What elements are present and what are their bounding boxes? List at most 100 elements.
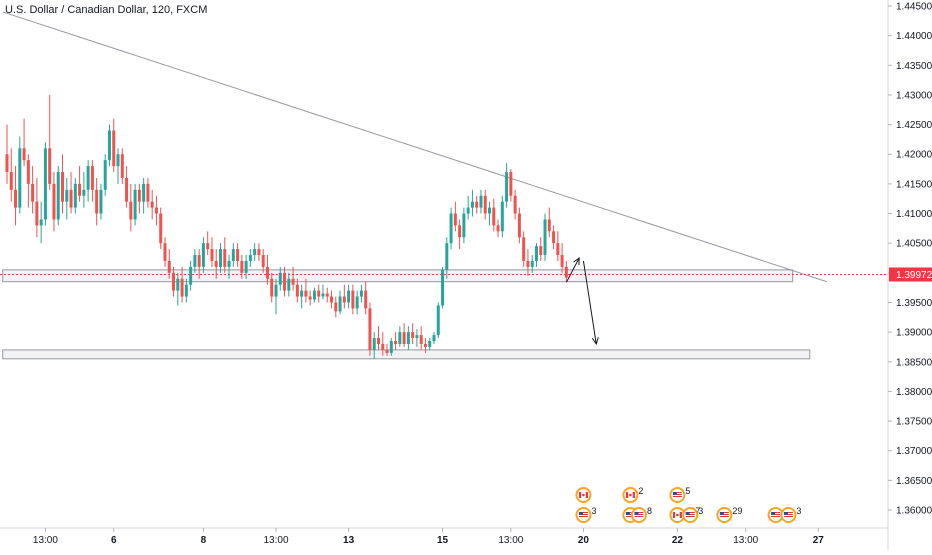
y-tick-label: 1.40500 xyxy=(896,239,932,250)
candle-body xyxy=(462,213,466,238)
candle-body xyxy=(261,255,265,267)
candle xyxy=(43,142,47,226)
usa-flag-stripe xyxy=(578,512,588,513)
candle-body xyxy=(351,290,355,309)
x-tick-label: 22 xyxy=(672,535,684,546)
candle-body xyxy=(564,266,568,278)
candle xyxy=(142,177,146,214)
candle xyxy=(231,243,235,267)
candle xyxy=(564,260,568,282)
candle xyxy=(65,177,69,220)
candle xyxy=(445,237,449,279)
candle xyxy=(381,332,385,356)
candle-body xyxy=(274,284,278,297)
candle xyxy=(180,266,184,303)
candle-body xyxy=(432,335,436,342)
usa-flag-stripe xyxy=(625,514,635,515)
x-tick-label: 15 xyxy=(437,535,449,546)
usa-flag-canton xyxy=(783,512,788,515)
candle-body xyxy=(99,189,103,214)
candle xyxy=(248,249,252,267)
y-tick-label: 1.42500 xyxy=(896,120,932,131)
candle xyxy=(330,290,334,309)
candle-body xyxy=(359,290,363,297)
candle xyxy=(539,237,543,261)
candle xyxy=(441,266,445,309)
candle-body xyxy=(120,154,124,178)
candle-body xyxy=(31,183,35,202)
candle xyxy=(449,207,453,250)
candle xyxy=(351,284,355,315)
candle xyxy=(338,290,342,315)
candle xyxy=(270,272,274,303)
candle xyxy=(534,243,538,267)
candle-body xyxy=(513,195,517,214)
last-price-label: 1.39972 xyxy=(896,270,932,281)
event-marker: 29 xyxy=(716,506,742,523)
candle xyxy=(334,296,338,318)
candle xyxy=(283,266,287,297)
candle-body xyxy=(223,249,227,267)
candle xyxy=(470,189,474,217)
usa-flag-canton xyxy=(672,492,677,495)
candle-body xyxy=(265,266,269,279)
candle xyxy=(398,326,402,347)
candle xyxy=(9,148,13,202)
candle xyxy=(317,284,321,303)
candle-body xyxy=(283,272,287,291)
canada-flag-right xyxy=(585,492,588,498)
trendline-layer xyxy=(0,11,888,283)
candle xyxy=(112,118,116,173)
candle xyxy=(86,160,90,202)
candle-body xyxy=(184,284,188,297)
y-tick-label: 1.39000 xyxy=(896,328,932,339)
candle-body xyxy=(159,213,163,244)
candle xyxy=(496,219,500,238)
event-count: 3 xyxy=(698,506,703,516)
candle-body xyxy=(308,296,312,300)
candle xyxy=(385,343,389,356)
canada-flag-leaf xyxy=(582,493,585,497)
candle xyxy=(291,266,295,291)
candle-body xyxy=(18,148,22,208)
candle-body xyxy=(73,183,77,208)
y-tick-label: 1.37000 xyxy=(896,446,932,457)
candle-body xyxy=(146,183,150,202)
candle xyxy=(236,243,240,267)
usa-flag-stripe xyxy=(719,516,729,517)
candle-body xyxy=(406,332,410,344)
candle xyxy=(257,243,261,261)
candle-body xyxy=(304,290,308,297)
canada-flag-right xyxy=(632,492,635,498)
candle-body xyxy=(26,160,30,184)
arrow-head xyxy=(573,256,580,266)
candle xyxy=(522,231,526,267)
candle-body xyxy=(385,349,389,353)
projection-arrow xyxy=(582,260,599,346)
candle-body xyxy=(543,219,547,256)
candle-body xyxy=(35,201,39,226)
candle-body xyxy=(556,243,560,256)
candle-body xyxy=(39,219,43,226)
candle xyxy=(219,243,222,273)
zones-layer xyxy=(2,269,811,360)
candle xyxy=(201,237,205,273)
usa-flag-stripe xyxy=(719,512,729,513)
usa-flag-stripe xyxy=(685,514,695,515)
candles-layer xyxy=(5,94,568,359)
candle-body xyxy=(189,266,193,285)
candle-body xyxy=(65,189,69,202)
candle xyxy=(411,323,415,344)
candle-body xyxy=(180,278,184,297)
usa-flag-canton xyxy=(634,512,639,515)
usa-flag-canton xyxy=(719,512,724,515)
candle-body xyxy=(210,249,214,261)
usa-flag-stripe xyxy=(634,514,644,515)
projection-arrow xyxy=(565,256,580,283)
candle xyxy=(189,260,193,291)
candle xyxy=(500,195,504,238)
candle-body xyxy=(453,213,457,226)
